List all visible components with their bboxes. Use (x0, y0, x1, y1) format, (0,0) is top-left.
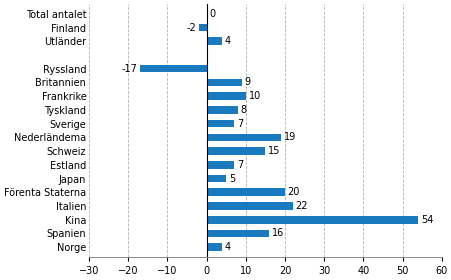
Bar (206, 38, 222, 45)
Bar (206, 175, 226, 182)
Text: 16: 16 (272, 228, 284, 239)
Bar (206, 120, 234, 127)
Bar (206, 106, 237, 114)
Bar (206, 147, 265, 155)
Bar (206, 188, 284, 196)
Text: 9: 9 (244, 78, 250, 87)
Bar (140, 65, 206, 73)
Text: 7: 7 (236, 119, 243, 129)
Bar (206, 243, 222, 251)
Text: 10: 10 (248, 91, 260, 101)
Text: 4: 4 (225, 242, 230, 252)
Text: 15: 15 (267, 146, 280, 156)
Bar (206, 216, 417, 223)
Text: 7: 7 (236, 160, 243, 170)
Text: -2: -2 (186, 22, 196, 32)
Bar (206, 230, 269, 237)
Bar (206, 202, 292, 210)
Bar (206, 161, 234, 169)
Bar (206, 79, 241, 86)
Text: 22: 22 (295, 201, 308, 211)
Text: -17: -17 (121, 64, 137, 74)
Text: 0: 0 (209, 9, 215, 19)
Bar (198, 24, 206, 31)
Text: 54: 54 (420, 215, 433, 225)
Text: 4: 4 (225, 36, 230, 46)
Text: 5: 5 (229, 174, 235, 184)
Text: 19: 19 (283, 132, 295, 142)
Bar (206, 92, 245, 100)
Text: 20: 20 (287, 187, 299, 197)
Bar (206, 134, 281, 141)
Text: 8: 8 (240, 105, 246, 115)
